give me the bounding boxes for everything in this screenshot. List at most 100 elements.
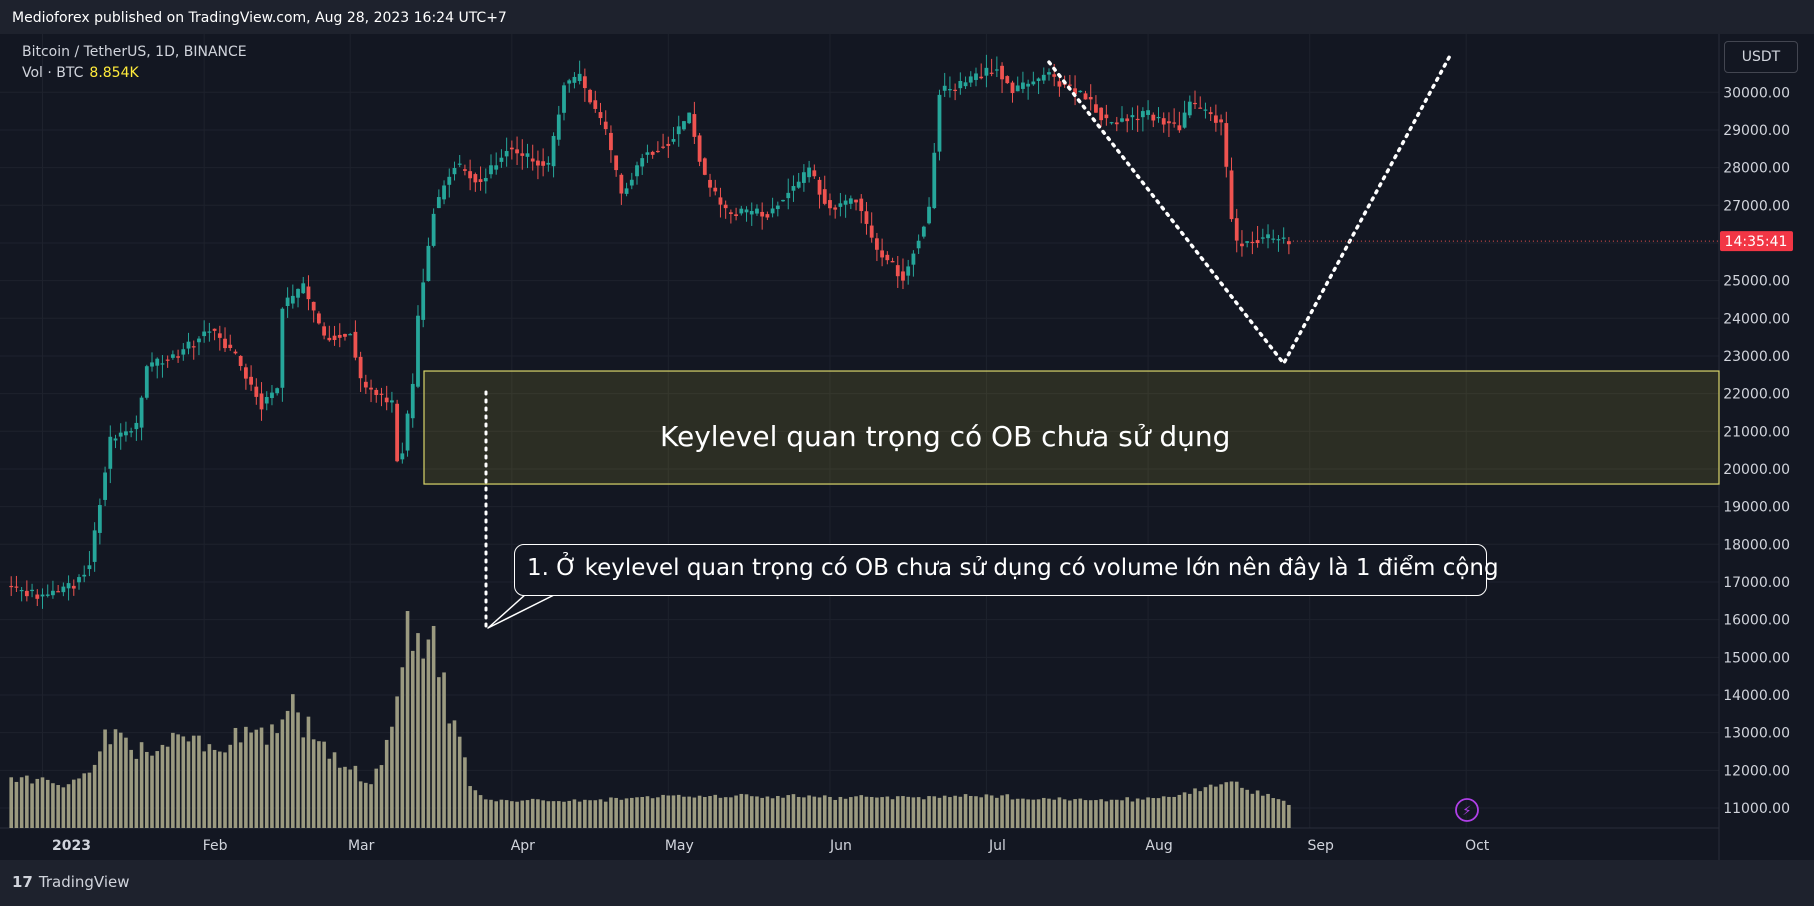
candle-body: [353, 331, 358, 358]
candle-body: [1140, 111, 1145, 118]
candle-body: [708, 179, 712, 188]
volume-bar: [1208, 784, 1213, 828]
candle-body: [1120, 118, 1124, 122]
candle-body: [1015, 85, 1020, 92]
candle-body: [301, 283, 306, 294]
volume-bar: [124, 737, 128, 828]
volume-bar: [92, 764, 97, 828]
price-tick-label: 22000.00: [1723, 387, 1790, 403]
candle-body: [223, 338, 227, 349]
countdown-label: 14:35:41: [1725, 234, 1788, 250]
candle-body: [937, 94, 942, 152]
candle-body: [1104, 114, 1109, 119]
candle-body: [932, 152, 937, 209]
candle-body: [1219, 119, 1223, 123]
candle-body: [994, 69, 999, 71]
candle-body: [483, 178, 488, 182]
candle-body: [280, 308, 285, 388]
candle-body: [1234, 218, 1239, 241]
volume-bar: [35, 778, 40, 828]
candle-body: [243, 367, 248, 379]
price-chart[interactable]: ⚡ 11000.00 12000.00 13000.00 14000.00 15000.…: [0, 34, 1814, 860]
candle-body: [379, 393, 384, 395]
candle-body: [1286, 241, 1291, 245]
volume-bar: [145, 751, 149, 828]
price-tick-label: 21000.00: [1723, 424, 1790, 440]
volume-bar: [530, 798, 535, 828]
tradingview-brand[interactable]: 17 TradingView: [12, 873, 130, 891]
currency-button[interactable]: USDT: [1724, 41, 1798, 73]
candle-body: [82, 574, 87, 577]
volume-bar: [640, 797, 645, 828]
volume-bar: [61, 787, 66, 828]
volume-bar: [270, 724, 274, 828]
candle-body: [1021, 82, 1025, 89]
volume-bar: [541, 800, 545, 828]
volume-bar: [463, 757, 467, 828]
volume-bar: [723, 797, 728, 828]
volume-bar: [932, 796, 937, 828]
candle-body: [1250, 241, 1255, 244]
candle-body: [421, 282, 426, 320]
candle-body: [739, 208, 744, 214]
candle-body: [249, 376, 253, 385]
volume-bar: [812, 796, 817, 828]
volume-bar: [473, 790, 478, 828]
volume-bar: [869, 796, 874, 828]
volume-bar: [483, 799, 488, 828]
symbol-legend[interactable]: Bitcoin / TetherUS, 1D, BINANCE: [22, 44, 247, 60]
volume-legend[interactable]: Vol · BTC 8.854K: [22, 65, 139, 81]
candle-body: [765, 214, 770, 218]
candle-body: [619, 174, 624, 194]
volume-bar: [259, 727, 264, 828]
candle-body: [129, 431, 134, 433]
candle-body: [1161, 118, 1166, 125]
candle-body: [410, 383, 415, 419]
candle-body: [1172, 122, 1177, 124]
volume-bar: [275, 733, 279, 828]
volume-bar: [1088, 800, 1093, 828]
candle-body: [906, 266, 911, 276]
volume-bar: [1120, 800, 1124, 828]
candle-body: [374, 389, 379, 395]
candle-body: [603, 121, 608, 130]
time-tick-label: 2023: [52, 838, 91, 854]
candle-body: [45, 594, 50, 596]
volume-bar: [1005, 794, 1010, 828]
candle-body: [1083, 93, 1088, 100]
candle-body: [567, 80, 572, 84]
callout-box[interactable]: 1. Ở keylevel quan trọng có OB chưa sử d…: [514, 544, 1499, 596]
candle-body: [40, 594, 45, 597]
candle-body: [702, 158, 707, 175]
volume-bar: [1021, 798, 1025, 828]
candle-body: [635, 165, 639, 177]
candle-body: [650, 151, 655, 155]
candle-body: [1187, 101, 1192, 116]
candle-body: [1198, 107, 1203, 109]
candle-body: [322, 326, 327, 336]
volume-bar: [1130, 801, 1135, 828]
price-scale-panel[interactable]: [1719, 34, 1814, 860]
volume-bar: [718, 797, 723, 828]
volume-bar: [1193, 788, 1197, 828]
candle-body: [1099, 107, 1104, 121]
price-tick-label: 27000.00: [1723, 198, 1790, 214]
candle-body: [755, 208, 759, 214]
volume-bar: [421, 658, 425, 828]
volume-bar: [1047, 798, 1051, 828]
candle-body: [1240, 243, 1244, 247]
volume-bar: [979, 797, 983, 828]
candle-body: [165, 359, 170, 361]
volume-bar: [786, 795, 791, 828]
candle-body: [144, 366, 149, 398]
candle-body: [1041, 74, 1046, 81]
volume-bar: [1156, 798, 1161, 828]
volume-bar: [1073, 799, 1077, 828]
volume-bar: [1068, 800, 1072, 828]
candle-body: [520, 153, 525, 156]
volume-bar: [791, 794, 796, 828]
candle-body: [718, 197, 723, 205]
volume-bar: [661, 794, 665, 828]
candle-body: [181, 349, 186, 355]
candle-body: [692, 114, 697, 137]
